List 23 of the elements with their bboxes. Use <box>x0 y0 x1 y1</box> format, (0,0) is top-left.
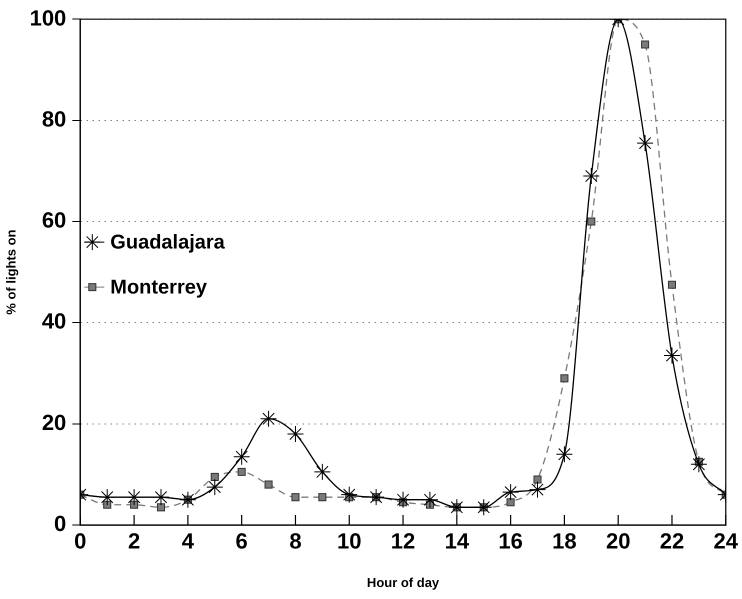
y-tick-label: 100 <box>30 5 66 30</box>
y-tick-label: 80 <box>42 106 66 132</box>
x-tick-label: 14 <box>444 528 470 554</box>
x-tick-label: 16 <box>498 528 523 554</box>
x-tick-label: 10 <box>337 528 362 554</box>
x-tick-label: 0 <box>74 528 86 554</box>
y-axis-title: % of lights on <box>3 229 18 315</box>
legend-label: Monterrey <box>110 276 208 299</box>
x-tick-label: 8 <box>289 528 302 554</box>
x-tick-label: 22 <box>660 528 684 554</box>
x-tick-label: 24 <box>714 528 739 554</box>
x-tick-label: 20 <box>606 528 630 554</box>
x-tick-label: 18 <box>552 528 577 554</box>
legend-label: Guadalajara <box>110 232 226 254</box>
x-tick-label: 2 <box>128 528 140 554</box>
x-axis-title: Hour of day <box>366 574 440 590</box>
y-tick-label: 60 <box>42 208 66 233</box>
x-tick-label: 12 <box>390 528 416 554</box>
x-tick-label: 4 <box>182 528 195 554</box>
y-tick-label: 40 <box>42 308 66 334</box>
x-tick-label: 6 <box>236 528 248 554</box>
y-tick-label: 20 <box>42 410 66 435</box>
y-tick-label: 0 <box>54 511 66 536</box>
